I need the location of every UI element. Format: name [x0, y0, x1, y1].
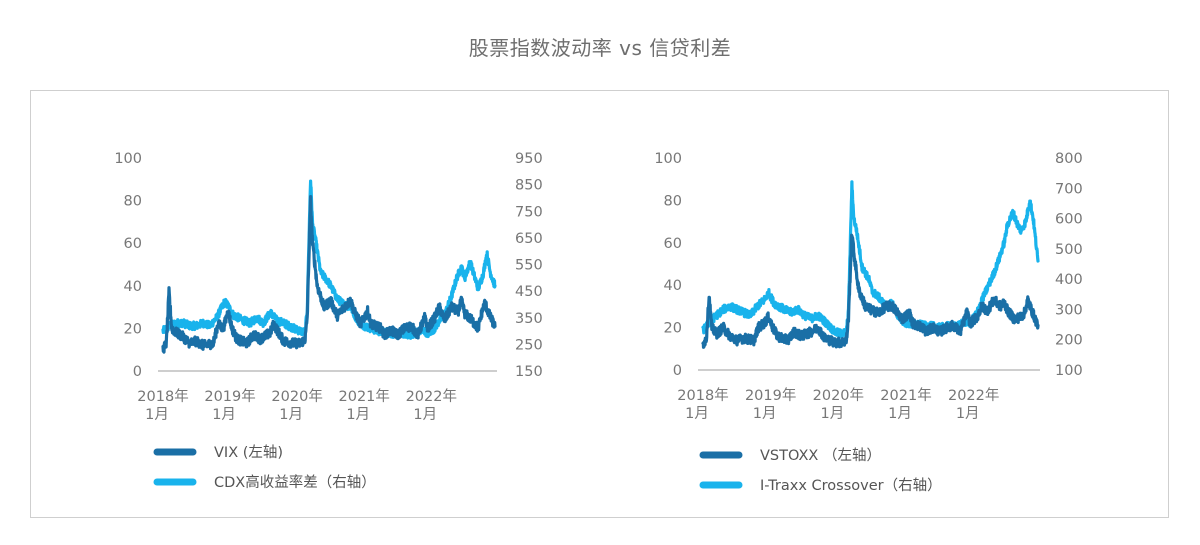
- x-tick-label-year: 2021年: [880, 387, 931, 404]
- x-tick-label-year: 2022年: [948, 387, 999, 404]
- y-left-tick-label: 20: [664, 321, 682, 337]
- page-title: 股票指数波动率 vs 信贷利差: [468, 36, 732, 60]
- y-left-tick-label: 60: [664, 236, 682, 252]
- x-tick-label-month: 1月: [413, 407, 437, 423]
- chart-frame: [30, 90, 1169, 518]
- y-right-tick-label: 550: [515, 258, 543, 274]
- y-left-tick-label: 80: [664, 193, 682, 209]
- y-right-tick-label: 250: [515, 337, 543, 353]
- y-right-tick-label: 100: [1055, 363, 1083, 379]
- y-right-tick-label: 750: [515, 204, 543, 220]
- x-tick-label-month: 1月: [279, 407, 303, 423]
- legend-label: I-Traxx Crossover（右轴）: [760, 477, 942, 494]
- y-right-tick-label: 800: [1055, 151, 1083, 167]
- x-tick-label-year: 2022年: [406, 388, 457, 405]
- y-right-tick-label: 150: [515, 364, 543, 380]
- x-tick-label-month: 1月: [685, 406, 709, 422]
- y-left-tick-label: 40: [664, 278, 682, 294]
- y-right-tick-label: 200: [1055, 333, 1083, 349]
- series-line-dark: [701, 233, 1040, 349]
- x-tick-label-year: 2019年: [745, 387, 796, 404]
- x-tick-label-month: 1月: [212, 407, 236, 423]
- y-right-tick-label: 500: [1055, 242, 1083, 258]
- y-right-tick-label: 300: [1055, 302, 1083, 318]
- legend-label: CDX高收益率差（右轴）: [214, 474, 376, 491]
- series-line-dark: [161, 195, 497, 354]
- x-tick-label-year: 2018年: [137, 388, 188, 405]
- x-tick-label-year: 2018年: [677, 387, 728, 404]
- x-tick-label-month: 1月: [346, 407, 370, 423]
- legend-label: VIX (左轴): [214, 444, 283, 461]
- series-line-light: [161, 179, 497, 340]
- x-tick-label-month: 1月: [753, 406, 777, 422]
- x-tick-label-month: 1月: [145, 407, 169, 423]
- x-tick-label-month: 1月: [820, 406, 844, 422]
- y-left-tick-label: 100: [654, 151, 682, 167]
- y-left-tick-label: 100: [114, 151, 142, 167]
- y-right-tick-label: 400: [1055, 272, 1083, 288]
- legend-label: VSTOXX （左轴）: [760, 447, 881, 464]
- y-right-tick-label: 950: [515, 151, 543, 167]
- x-tick-label-year: 2021年: [339, 388, 390, 405]
- y-right-tick-label: 450: [515, 284, 543, 300]
- y-left-tick-label: 40: [124, 279, 142, 295]
- x-tick-label-month: 1月: [956, 406, 980, 422]
- series-line-light: [701, 180, 1040, 339]
- y-right-tick-label: 700: [1055, 181, 1083, 197]
- y-left-tick-label: 60: [124, 236, 142, 252]
- x-tick-label-year: 2020年: [271, 388, 322, 405]
- y-right-tick-label: 850: [515, 178, 543, 194]
- y-left-tick-label: 80: [124, 194, 142, 210]
- y-left-tick-label: 0: [673, 363, 682, 379]
- y-right-tick-label: 600: [1055, 212, 1083, 228]
- y-left-tick-label: 0: [133, 364, 142, 380]
- x-tick-label-year: 2020年: [813, 387, 864, 404]
- x-tick-label-month: 1月: [888, 406, 912, 422]
- y-right-tick-label: 350: [515, 311, 543, 327]
- y-right-tick-label: 650: [515, 231, 543, 247]
- x-tick-label-year: 2019年: [204, 388, 255, 405]
- y-left-tick-label: 20: [124, 321, 142, 337]
